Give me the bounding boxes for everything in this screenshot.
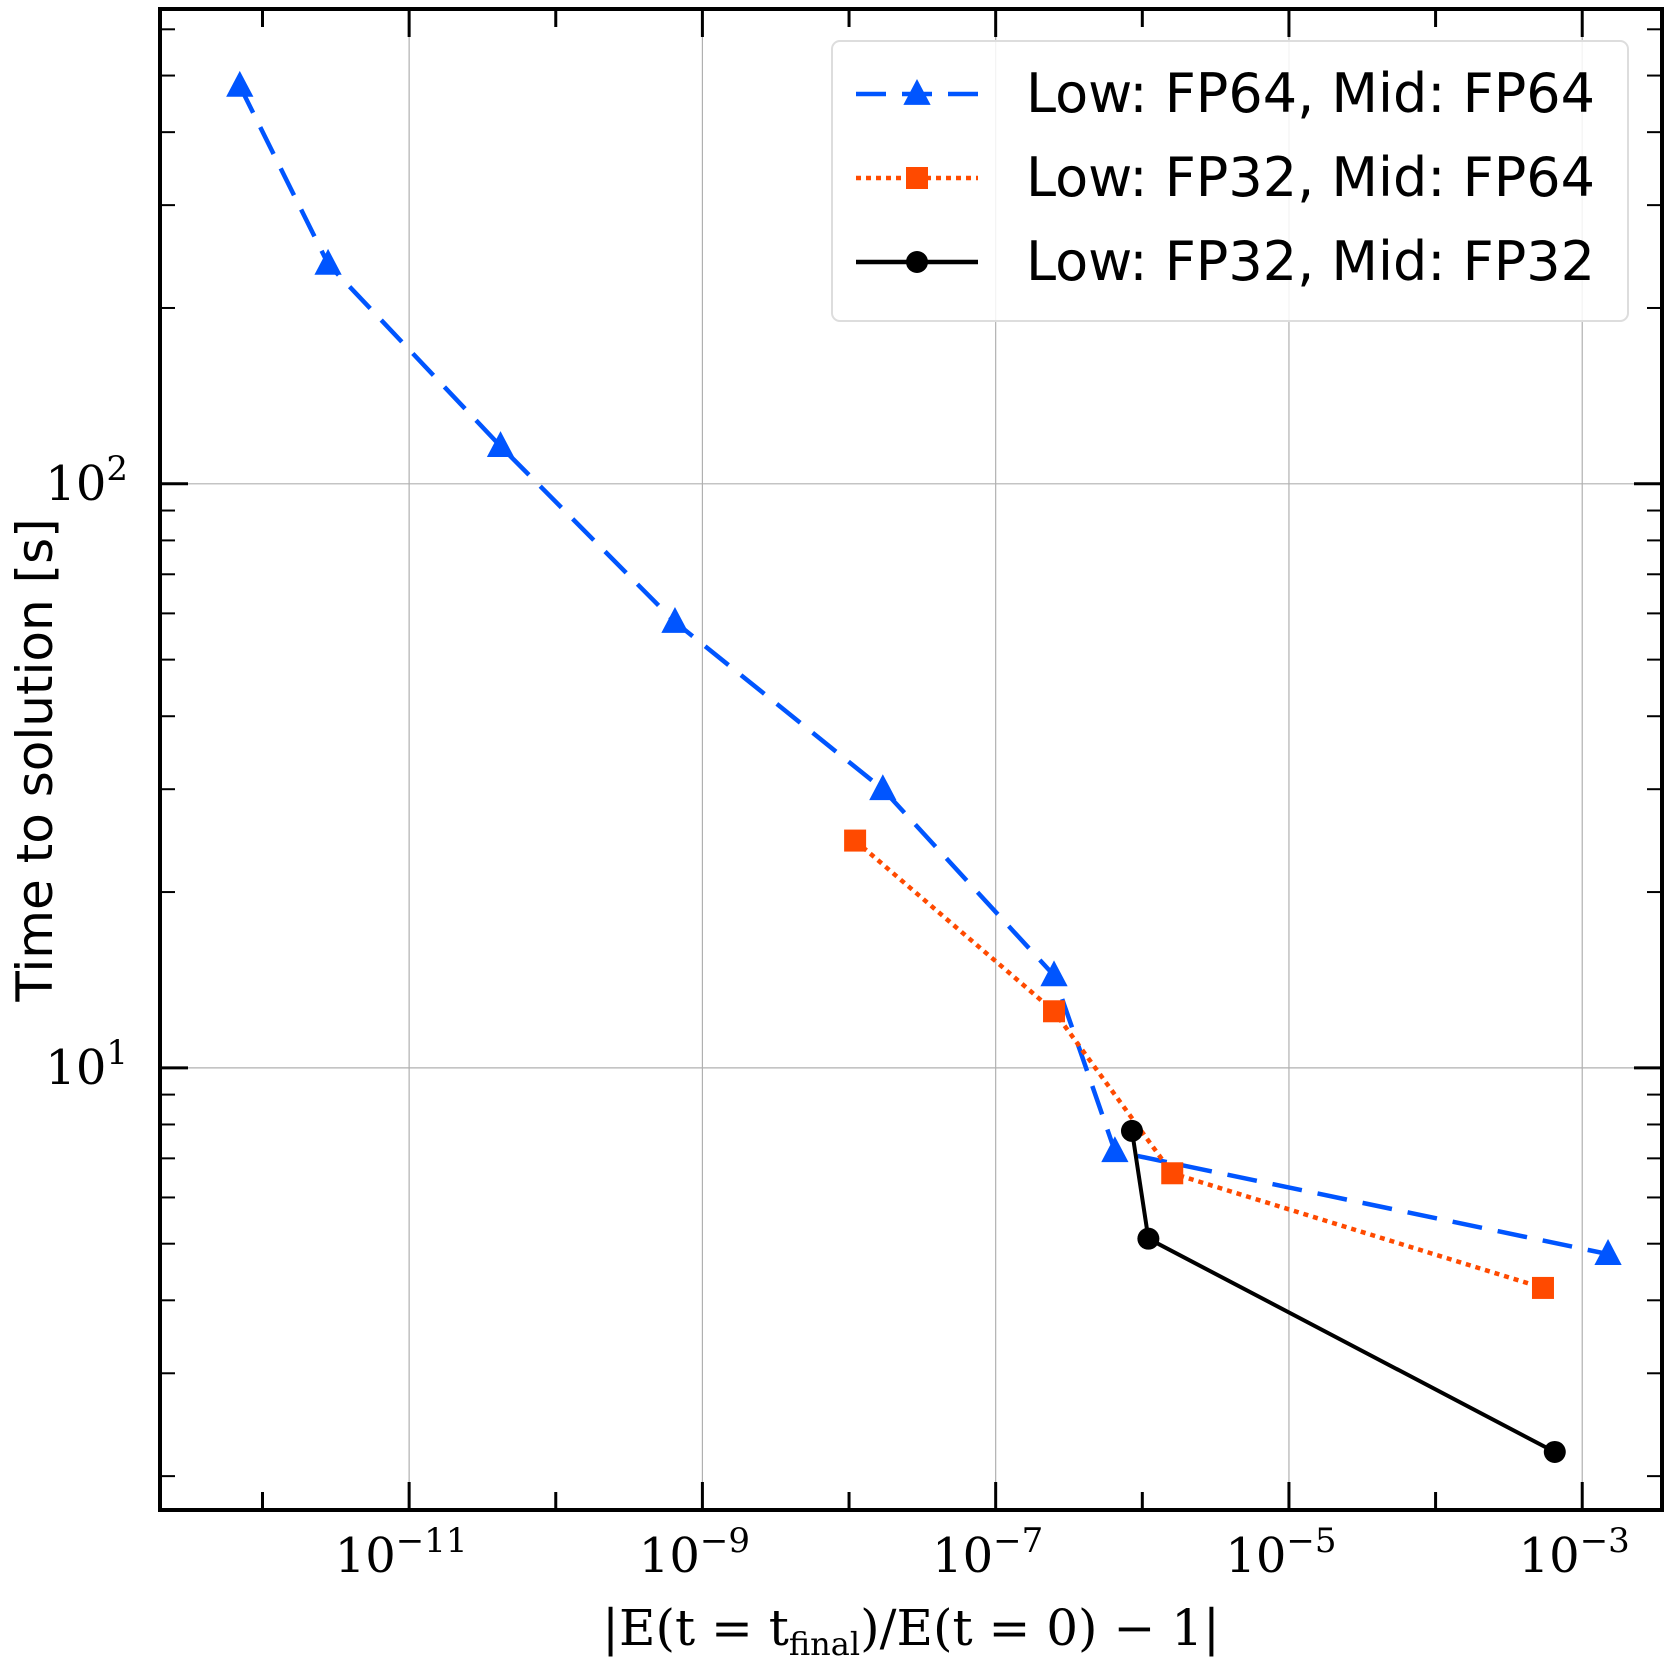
plot-frame	[158, 7, 1664, 1512]
series-3	[1120, 1119, 1566, 1463]
legend-label: Low: FP32, Mid: FP64	[1026, 146, 1595, 209]
data-point	[1040, 960, 1068, 987]
legend-marker	[903, 78, 931, 105]
data-point	[869, 774, 897, 801]
legend-item: Low: FP32, Mid: FP32	[856, 230, 1595, 293]
y-axis-label: Time to solution [s]	[6, 518, 64, 1002]
x-axis-label: |E(t = tfinal)/E(t = 0) − 1|	[602, 1599, 1220, 1661]
data-point	[1531, 1276, 1554, 1299]
legend-label: Low: FP64, Mid: FP64	[1026, 62, 1595, 125]
data-point	[314, 248, 342, 275]
data-point	[486, 431, 515, 458]
data-point	[1137, 1227, 1160, 1250]
series-2	[844, 829, 1554, 1299]
legend-item: Low: FP32, Mid: FP64	[856, 146, 1595, 209]
legend-label: Low: FP32, Mid: FP32	[1026, 230, 1595, 293]
data-point	[1594, 1239, 1622, 1265]
series-line	[853, 838, 1544, 1291]
ticks	[160, 9, 1662, 1510]
data-point	[226, 70, 254, 97]
data-point	[661, 606, 689, 633]
data-point	[1101, 1136, 1129, 1163]
x-tick-label: 10−5	[1225, 1521, 1336, 1584]
data-point	[1161, 1162, 1184, 1185]
x-tick-label: 10−7	[932, 1521, 1043, 1584]
series-line	[237, 84, 1609, 1257]
data-point	[1043, 1000, 1066, 1023]
data-point	[1120, 1119, 1143, 1142]
data-point	[844, 829, 867, 852]
legend-item: Low: FP64, Mid: FP64	[856, 62, 1595, 125]
x-tick-label: 10−3	[1519, 1521, 1630, 1584]
x-tick-label: 10−9	[639, 1521, 750, 1584]
x-axis-label-main: |E(t = t	[602, 1599, 789, 1657]
legend-marker	[906, 167, 928, 189]
series-1	[226, 70, 1622, 1265]
legend: Low: FP64, Mid: FP64 Low: FP32, Mid: FP64…	[831, 40, 1629, 322]
legend-marker	[906, 251, 928, 273]
y-tick-label: 102	[45, 449, 128, 512]
legend-box	[831, 40, 1629, 322]
x-axis-label-subscript: final	[789, 1625, 860, 1661]
x-tick-label: 10−11	[335, 1521, 468, 1584]
series-layer	[226, 70, 1622, 1463]
tick-labels: 10−11 10−9 10−7 10−5 10−3 101 102	[45, 449, 1630, 1584]
y-tick-label: 101	[45, 1033, 128, 1096]
x-axis-label-tail: )/E(t = 0) − 1|	[860, 1599, 1220, 1657]
data-point	[1543, 1440, 1566, 1463]
